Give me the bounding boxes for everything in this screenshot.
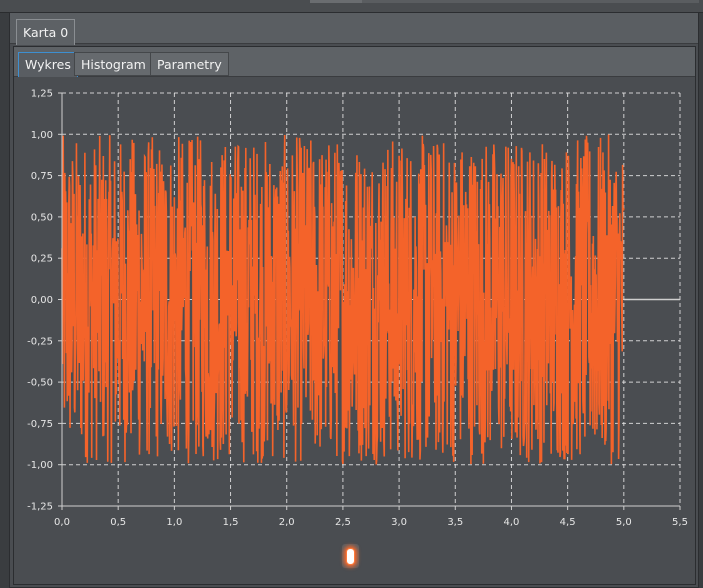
x-tick-label: 0,5 [110,517,126,528]
x-tick-label: 2,0 [279,517,295,528]
y-tick-label: 0,50 [31,212,53,223]
y-tick-label: 0,25 [31,254,53,265]
x-tick-label: 3,0 [391,517,407,528]
x-tick-label: 5,0 [616,517,632,528]
x-tick-label: 3,5 [447,517,463,528]
y-tick-label: 1,25 [31,89,53,100]
tab-histogram[interactable]: Histogram [74,52,153,76]
x-tick-label: 1,5 [223,517,239,528]
y-tick-label: -0,25 [27,336,53,347]
x-tick-label: 2,5 [335,517,351,528]
x-tick-label: 1,0 [166,517,182,528]
y-tick-label: 1,00 [31,130,53,141]
inner-tab-bar: Wykres Histogram Parametry [14,47,695,77]
y-tick-label: -1,00 [27,460,53,471]
y-tick-label: -0,50 [27,378,53,389]
scroll-handle-knob[interactable] [346,547,355,565]
tab-parametry[interactable]: Parametry [150,52,229,76]
x-tick-label: 4,5 [560,517,576,528]
outer-tab-bar: Karta 0 [10,13,698,45]
y-tick-label: -0,75 [27,419,53,430]
x-tick-label: 0,0 [54,517,70,528]
chart-series [61,134,680,465]
tab-wykres[interactable]: Wykres [18,52,78,77]
x-tick-label: 4,0 [504,517,520,528]
chart-ticks: 1,25 1,00 0,75 0,50 0,25 0,00 -0,25 -0,50 -0,75 -… [27,89,688,529]
noise-series-line [61,134,625,465]
top-strip-segment [310,0,362,3]
x-tick-label: 5,5 [672,517,688,528]
y-tick-label: 0,75 [31,171,53,182]
y-tick-label: 0,00 [31,295,53,306]
top-strip-segment [362,0,699,3]
y-tick-label: -1,25 [27,502,53,513]
scroll-handle[interactable] [342,544,359,568]
tab-karta-0[interactable]: Karta 0 [16,19,76,45]
